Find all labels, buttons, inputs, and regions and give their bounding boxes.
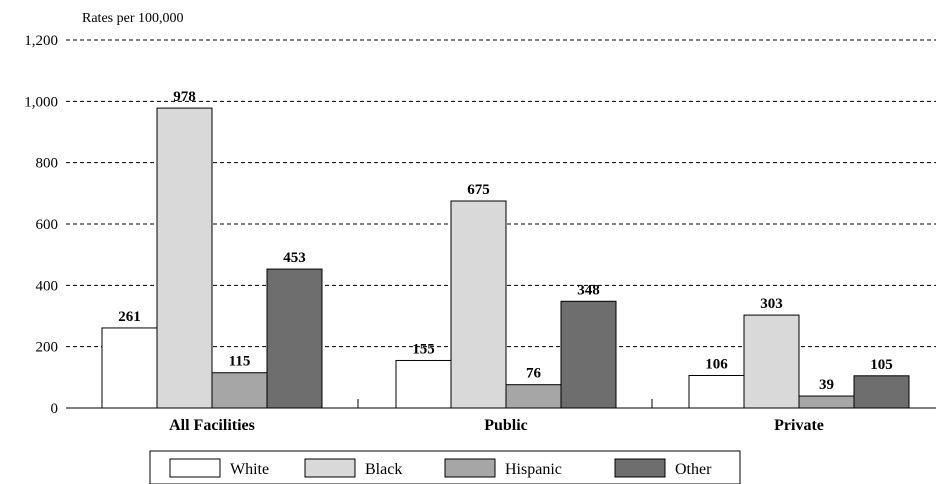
legend-label: White [230,461,269,478]
bar-black-1 [156,107,213,409]
data-labels-group: 261 978 115 453 155 675 76 348 106 303 39 105 [118,89,893,393]
bars-group [101,107,910,409]
bar-white-2 [395,359,452,409]
y-tick-label: 0 [51,401,59,417]
legend-swatch-white [169,458,221,478]
data-label: 76 [526,366,542,382]
legend-swatch-black [304,458,356,478]
y-axis-ticks: 0 200 400 600 800 1,000 1,200 [24,33,58,417]
data-label: 115 [229,354,251,370]
y-tick-label: 400 [36,278,59,294]
data-label: 261 [118,309,141,325]
bar-other-2 [560,300,617,409]
data-label: 453 [283,250,306,266]
bar-white-1 [101,327,158,409]
x-axis-category-labels: All Facilities Public Private [169,417,824,434]
data-label: 675 [467,182,490,198]
bar-hispanic-2 [505,384,562,409]
y-tick-label: 800 [36,156,59,172]
legend-label: Other [675,461,712,478]
y-tick-label: 1,200 [24,33,58,49]
x-category-label: Public [484,417,528,434]
x-category-label: Private [774,417,824,434]
data-label: 978 [173,89,196,105]
x-axis-tick-marks [357,399,653,408]
legend: White Black Hispanic Other [149,450,741,484]
y-tick-label: 200 [36,340,59,356]
data-label: 155 [412,341,435,357]
bar-hispanic-1 [211,372,268,409]
legend-label: Black [365,461,402,478]
legend-label: Hispanic [505,461,562,478]
data-label: 39 [819,377,834,393]
bar-other-3 [853,375,910,409]
bar-black-3 [743,314,800,409]
data-label: 105 [870,357,893,373]
bar-other-1 [266,268,323,409]
y-tick-label: 600 [36,217,59,233]
data-label: 303 [760,296,783,312]
y-tick-label: 1,000 [24,94,58,110]
bar-white-3 [688,374,745,409]
data-label: 106 [705,356,728,372]
data-label: 348 [577,282,600,298]
y-axis-unit-label: Rates per 100,000 [82,11,183,26]
legend-swatch-other [614,458,666,478]
legend-swatch-hispanic [444,458,496,478]
x-category-label: All Facilities [169,417,255,434]
bar-hispanic-3 [798,395,855,409]
bar-black-2 [450,200,507,409]
